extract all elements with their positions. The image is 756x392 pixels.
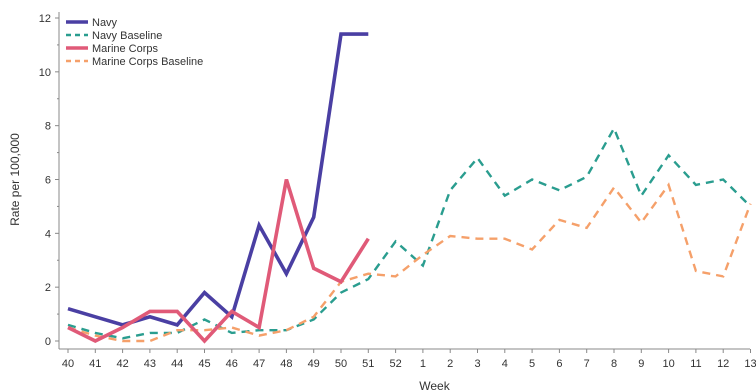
legend-label: Marine Corps (92, 43, 159, 55)
y-tick-label: 8 (45, 121, 51, 133)
legend-label: Navy (92, 17, 118, 29)
x-tick-label: 3 (474, 358, 480, 370)
series-line-marine-corps (67, 178, 370, 344)
x-tick-label: 47 (253, 358, 265, 370)
x-tick-label: 8 (611, 358, 617, 370)
legend-label: Navy Baseline (92, 30, 162, 42)
x-axis-title: Week (419, 379, 450, 392)
x-axis-ticks: 40 41 42 43 44 45 46 47 48 49 50 51 52 1 2 3 4 5 6 7 8 9 10 11 1… (62, 349, 756, 370)
x-tick-label: 48 (280, 358, 292, 370)
x-tick-label: 4 (502, 358, 508, 370)
y-axis-ticks: 0 2 4 6 8 10 12 (39, 13, 59, 348)
x-tick-label: 44 (171, 358, 183, 370)
x-tick-label: 2 (447, 358, 453, 370)
x-tick-label: 43 (144, 358, 156, 370)
x-tick-label: 12 (717, 358, 729, 370)
x-tick-label: 5 (529, 358, 535, 370)
x-tick-label: 1 (420, 358, 426, 370)
x-tick-label: 45 (198, 358, 210, 370)
series-line-marine-corps-baseline (67, 182, 752, 343)
y-tick-label: 2 (45, 282, 51, 294)
legend-label: Marine Corps Baseline (92, 56, 203, 68)
x-tick-label: 11 (690, 358, 701, 370)
y-tick-label: 10 (39, 67, 51, 79)
x-tick-label: 51 (362, 358, 374, 370)
y-tick-label: 0 (45, 336, 51, 348)
x-tick-label: 52 (389, 358, 401, 370)
x-tick-label: 41 (89, 358, 101, 370)
x-tick-label: 7 (584, 358, 590, 370)
x-tick-label: 13 (744, 358, 756, 370)
x-tick-label: 40 (62, 358, 74, 370)
x-tick-label: 50 (335, 358, 347, 370)
y-tick-label: 6 (45, 175, 51, 187)
y-axis-title: Rate per 100,000 (8, 133, 22, 226)
series-layer (67, 32, 752, 344)
x-tick-label: 6 (556, 358, 562, 370)
series-line-navy-baseline (67, 125, 752, 340)
x-tick-label: 46 (226, 358, 238, 370)
series-line-navy (67, 32, 369, 327)
x-tick-label: 10 (662, 358, 674, 370)
y-tick-label: 12 (39, 13, 51, 25)
x-tick-label: 9 (638, 358, 644, 370)
x-tick-label: 42 (116, 358, 128, 370)
y-tick-label: 4 (45, 228, 51, 240)
x-tick-label: 49 (308, 358, 320, 370)
